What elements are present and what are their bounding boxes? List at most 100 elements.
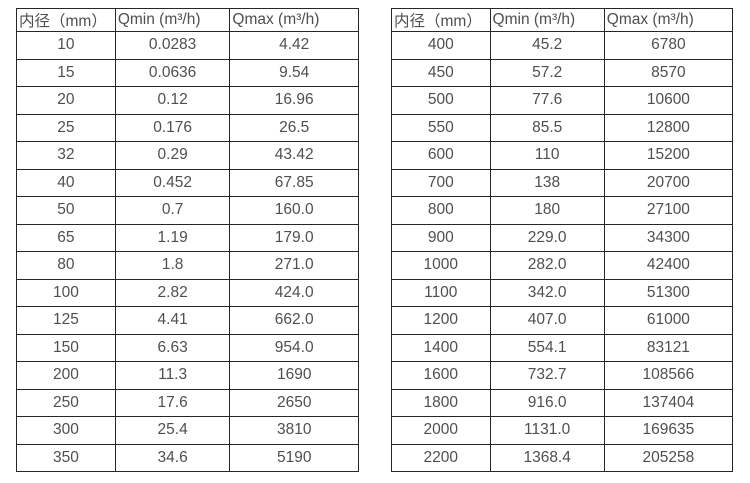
table-cell: 0.0283 <box>114 31 231 60</box>
table-cell: 662.0 <box>229 306 359 335</box>
table-row: 125 4.41 662.0 <box>16 306 359 335</box>
table-cell: 229.0 <box>489 223 605 252</box>
table-cell: 150 <box>16 333 116 362</box>
table-cell: 1.19 <box>114 223 231 252</box>
table-cell: 0.7 <box>114 196 231 225</box>
table-cell: 34.6 <box>114 443 231 472</box>
table-row: 250 17.6 2650 <box>16 388 359 417</box>
table-cell: 15 <box>16 58 116 87</box>
table-body: 400 45.2 6780 450 57.2 8570 500 77.6 10600 550 85.… <box>391 31 734 472</box>
table-cell: 12800 <box>603 113 734 142</box>
table-row: 400 45.2 6780 <box>391 31 734 60</box>
table-cell: 65 <box>16 223 116 252</box>
table-row: 1400 554.1 83121 <box>391 333 734 362</box>
table-cell: 125 <box>16 306 116 335</box>
table-cell: 900 <box>391 223 491 252</box>
table-cell: 0.0636 <box>114 58 231 87</box>
table-row: 2200 1368.4 205258 <box>391 443 734 472</box>
table-cell: 1600 <box>391 361 491 390</box>
table-cell: 400 <box>391 31 491 60</box>
table-cell: 137404 <box>603 388 734 417</box>
table-row: 32 0.29 43.42 <box>16 141 359 170</box>
table-cell: 42400 <box>603 251 734 280</box>
table-row: 800 180 27100 <box>391 196 734 225</box>
table-cell: 0.29 <box>114 141 231 170</box>
table-cell: 32 <box>16 141 116 170</box>
table-cell: 20 <box>16 86 116 115</box>
table-cell: 1100 <box>391 278 491 307</box>
table-cell: 25.4 <box>114 416 231 445</box>
table-cell: 916.0 <box>489 388 605 417</box>
table-cell: 271.0 <box>229 251 359 280</box>
table-cell: 4.42 <box>229 31 359 60</box>
table-row: 25 0.176 26.5 <box>16 113 359 142</box>
table-cell: 732.7 <box>489 361 605 390</box>
table-cell: 83121 <box>603 333 734 362</box>
table-row: 20 0.12 16.96 <box>16 86 359 115</box>
table-cell: 1800 <box>391 388 491 417</box>
table-cell: 2200 <box>391 443 491 472</box>
table-cell: 500 <box>391 86 491 115</box>
table-cell: 1.8 <box>114 251 231 280</box>
table-cell: 1368.4 <box>489 443 605 472</box>
table-cell: 169635 <box>603 416 734 445</box>
spec-table-small-diameters: 内径（mm） Qmin (m³/h) Qmax (m³/h) 10 0.0283 4… <box>16 8 359 472</box>
table-cell: 26.5 <box>229 113 359 142</box>
table-cell: 34300 <box>603 223 734 252</box>
table-cell: 2000 <box>391 416 491 445</box>
table-cell: 51300 <box>603 278 734 307</box>
table-cell: 80 <box>16 251 116 280</box>
table-cell: 20700 <box>603 168 734 197</box>
table-cell: 1200 <box>391 306 491 335</box>
table-row: 15 0.0636 9.54 <box>16 58 359 87</box>
table-cell: 11.3 <box>114 361 231 390</box>
header-cell-qmax: Qmax (m³/h) <box>229 8 359 32</box>
table-cell: 282.0 <box>489 251 605 280</box>
table-header-row: 内径（mm） Qmin (m³/h) Qmax (m³/h) <box>391 8 734 32</box>
table-cell: 10600 <box>603 86 734 115</box>
table-cell: 600 <box>391 141 491 170</box>
table-cell: 50 <box>16 196 116 225</box>
table-row: 1800 916.0 137404 <box>391 388 734 417</box>
table-cell: 954.0 <box>229 333 359 362</box>
table-cell: 1000 <box>391 251 491 280</box>
table-cell: 61000 <box>603 306 734 335</box>
table-cell: 2650 <box>229 388 359 417</box>
table-row: 1000 282.0 42400 <box>391 251 734 280</box>
table-cell: 27100 <box>603 196 734 225</box>
table-cell: 108566 <box>603 361 734 390</box>
table-row: 1100 342.0 51300 <box>391 278 734 307</box>
table-cell: 179.0 <box>229 223 359 252</box>
table-cell: 6780 <box>603 31 734 60</box>
table-cell: 424.0 <box>229 278 359 307</box>
table-row: 40 0.452 67.85 <box>16 168 359 197</box>
table-cell: 800 <box>391 196 491 225</box>
table-cell: 45.2 <box>489 31 605 60</box>
table-row: 300 25.4 3810 <box>16 416 359 445</box>
table-cell: 57.2 <box>489 58 605 87</box>
table-cell: 350 <box>16 443 116 472</box>
table-cell: 100 <box>16 278 116 307</box>
table-row: 600 110 15200 <box>391 141 734 170</box>
table-row: 2000 1131.0 169635 <box>391 416 734 445</box>
table-cell: 180 <box>489 196 605 225</box>
table-cell: 554.1 <box>489 333 605 362</box>
table-cell: 1690 <box>229 361 359 390</box>
table-cell: 407.0 <box>489 306 605 335</box>
table-cell: 450 <box>391 58 491 87</box>
table-cell: 110 <box>489 141 605 170</box>
table-cell: 250 <box>16 388 116 417</box>
table-cell: 300 <box>16 416 116 445</box>
table-cell: 43.42 <box>229 141 359 170</box>
table-cell: 550 <box>391 113 491 142</box>
table-cell: 3810 <box>229 416 359 445</box>
table-cell: 700 <box>391 168 491 197</box>
table-body: 10 0.0283 4.42 15 0.0636 9.54 20 0.12 16.96 25 0.1… <box>16 31 359 472</box>
header-cell-qmin: Qmin (m³/h) <box>489 8 605 32</box>
table-cell: 0.452 <box>114 168 231 197</box>
table-cell: 138 <box>489 168 605 197</box>
table-cell: 2.82 <box>114 278 231 307</box>
table-cell: 8570 <box>603 58 734 87</box>
table-row: 900 229.0 34300 <box>391 223 734 252</box>
